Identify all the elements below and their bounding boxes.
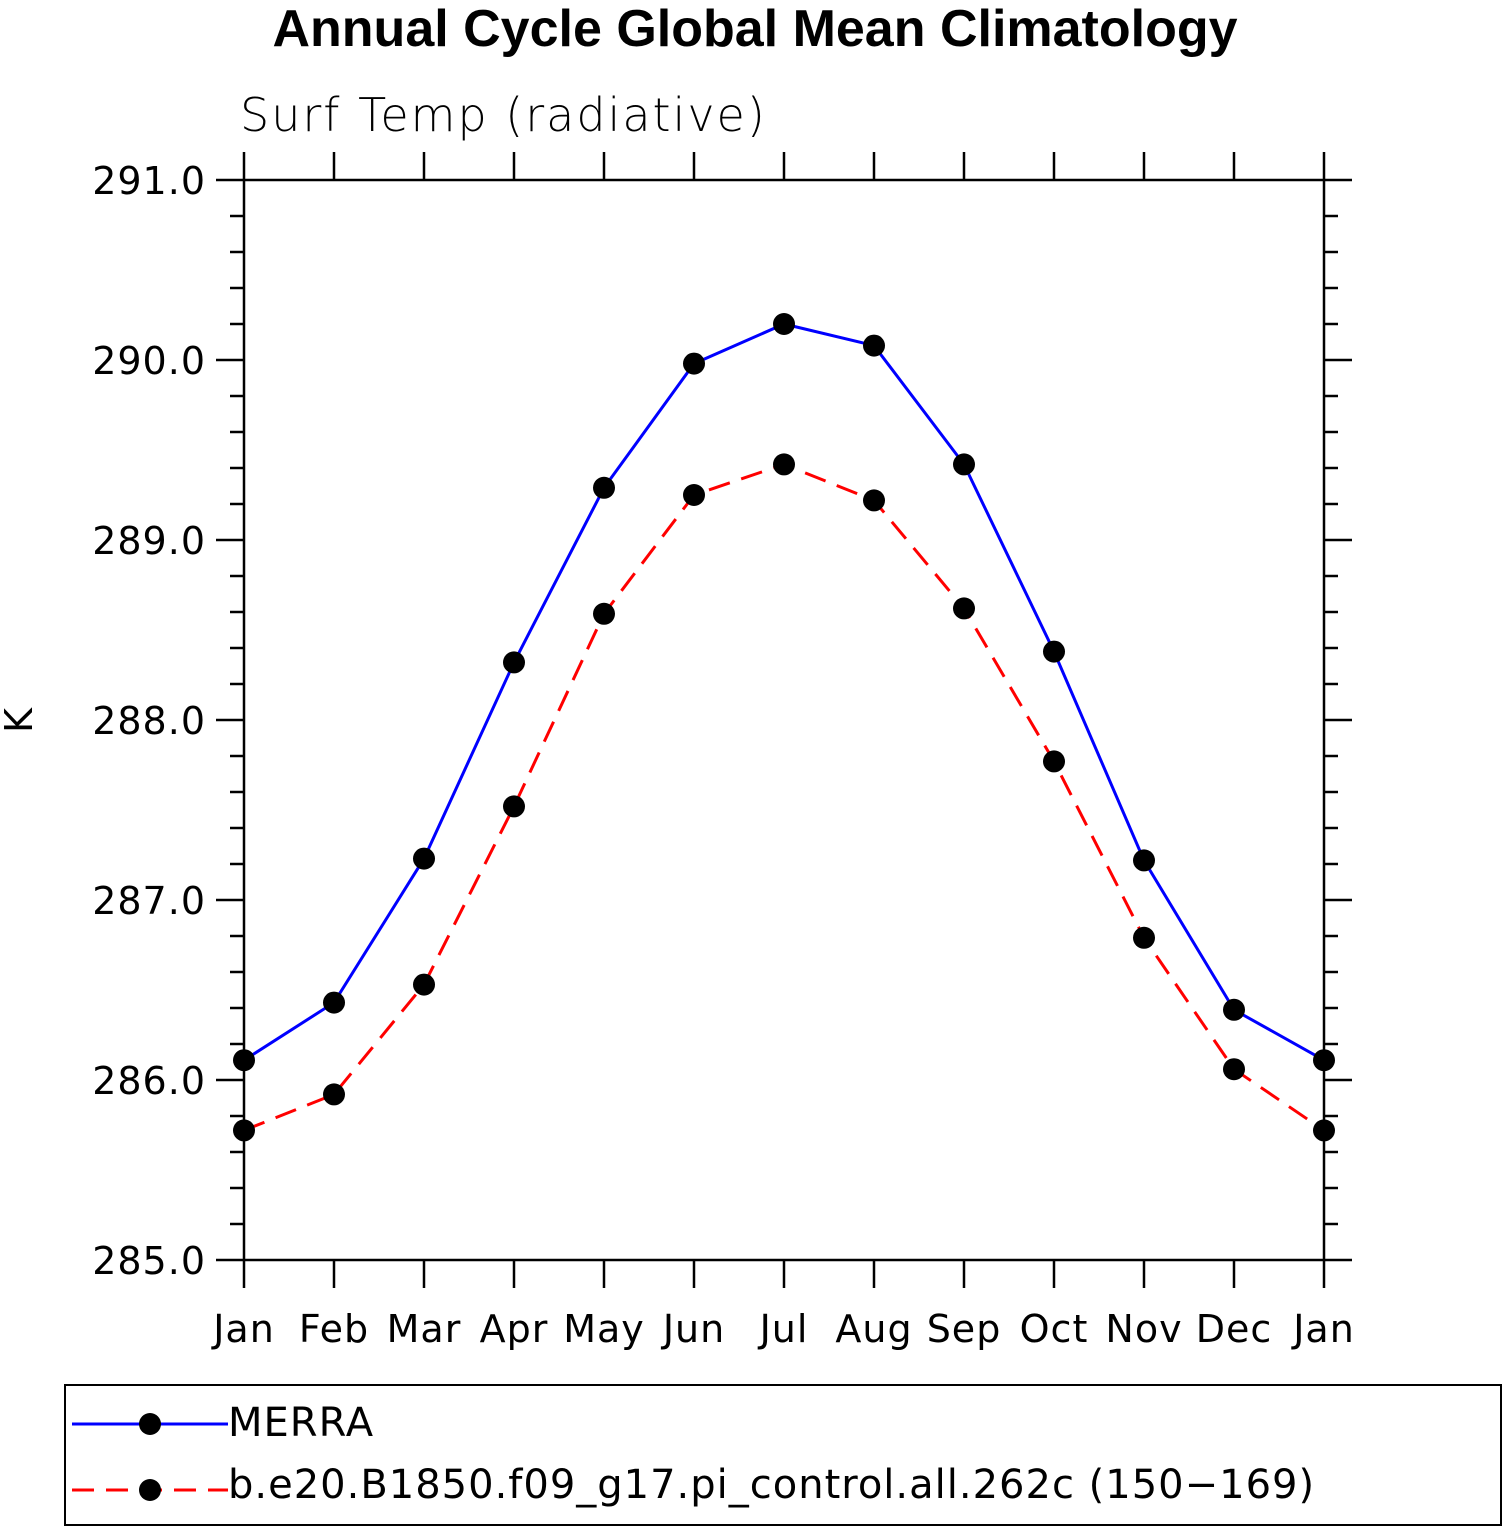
data-point-0-11 xyxy=(1223,998,1245,1021)
y-tick-label: 285.0 xyxy=(92,1239,206,1283)
y-axis-label: K xyxy=(0,707,41,733)
y-tick-label: 290.0 xyxy=(92,339,206,383)
y-tick-label: 288.0 xyxy=(92,699,206,743)
data-point-1-5 xyxy=(683,484,705,506)
line-chart: 285.0 286.0 287.0 288.0 289.0 290.0 291.0 Jan Fe… xyxy=(0,152,1355,1351)
legend-label-model: b.e20.B1850.f09_g17.pi_control.all.262c … xyxy=(228,1462,1316,1508)
x-tick-label: Nov xyxy=(1105,1307,1182,1351)
legend-marker-1 xyxy=(139,1479,161,1501)
x-tick-label: Oct xyxy=(1020,1307,1089,1351)
data-point-1-11 xyxy=(1223,1058,1245,1081)
data-point-0-0 xyxy=(233,1049,255,1072)
data-point-0-4 xyxy=(593,476,615,499)
x-tick-label: Jan xyxy=(211,1307,275,1351)
chart-title: Annual Cycle Global Mean Climatology xyxy=(272,0,1238,58)
data-point-1-10 xyxy=(1133,926,1155,949)
data-point-1-3 xyxy=(503,795,525,818)
series-line-1 xyxy=(243,462,1325,1132)
legend-label-merra: MERRA xyxy=(228,1400,375,1446)
series-layer xyxy=(233,313,1335,1142)
data-point-0-5 xyxy=(683,352,705,375)
data-point-1-0 xyxy=(233,1119,255,1142)
data-point-1-1 xyxy=(323,1083,345,1106)
data-point-0-2 xyxy=(413,847,435,870)
data-point-1-4 xyxy=(593,602,615,625)
x-tick-label: Mar xyxy=(387,1307,462,1351)
data-point-1-12 xyxy=(1313,1119,1335,1142)
data-point-0-1 xyxy=(323,991,345,1014)
data-point-1-2 xyxy=(413,973,435,996)
x-tick-label: Jun xyxy=(661,1307,725,1351)
x-tick-label: Dec xyxy=(1196,1307,1273,1351)
x-tick-label: Jan xyxy=(1291,1307,1355,1351)
legend-marker-0 xyxy=(139,1413,161,1435)
series-line-0 xyxy=(243,322,1325,1062)
y-tick-label: 287.0 xyxy=(92,879,206,923)
y-tick-label: 286.0 xyxy=(92,1059,206,1103)
y-tick-label: 291.0 xyxy=(92,159,206,203)
data-point-0-12 xyxy=(1313,1049,1335,1072)
legend: MERRA b.e20.B1850.f09_g17.pi_control.all… xyxy=(64,1384,1502,1526)
x-tick-label: Aug xyxy=(835,1307,912,1351)
data-point-0-10 xyxy=(1133,849,1155,872)
x-tick-label: Apr xyxy=(480,1307,549,1351)
y-tick-label: 289.0 xyxy=(92,519,206,563)
x-tick-label: Sep xyxy=(927,1307,1002,1351)
axis-ticks xyxy=(216,152,1352,1288)
data-point-1-8 xyxy=(953,597,975,620)
x-tick-label: May xyxy=(563,1307,645,1351)
x-tick-label: Feb xyxy=(299,1307,369,1351)
data-point-1-9 xyxy=(1043,750,1065,773)
x-tick-label: Jul xyxy=(758,1307,809,1351)
data-point-0-6 xyxy=(773,313,795,335)
chart-subtitle: Surf Temp (radiative) xyxy=(240,88,767,142)
axis-labels: 285.0 286.0 287.0 288.0 289.0 290.0 291.0 Jan Fe… xyxy=(0,159,1355,1351)
data-point-1-7 xyxy=(863,489,885,512)
data-point-0-8 xyxy=(953,453,975,476)
legend-keys xyxy=(72,1413,228,1501)
data-point-0-9 xyxy=(1043,640,1065,663)
plot-frame xyxy=(242,178,1326,1262)
data-point-1-6 xyxy=(773,453,795,476)
data-point-0-3 xyxy=(503,651,525,674)
data-point-0-7 xyxy=(863,334,885,357)
